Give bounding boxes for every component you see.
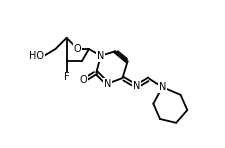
Text: O: O [74,44,82,54]
Text: N: N [104,79,111,89]
Text: O: O [80,75,87,85]
Text: N: N [97,51,104,61]
Text: N: N [133,81,140,91]
Text: N: N [159,82,166,92]
Text: HO: HO [29,51,44,61]
Text: F: F [64,72,69,82]
